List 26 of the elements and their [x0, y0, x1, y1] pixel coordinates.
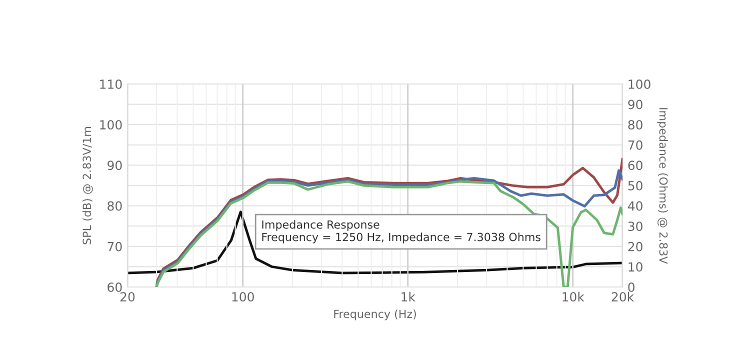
y2-tick-label: 80 — [628, 120, 642, 130]
annotation: Impedance Response Frequency = 1250 Hz, Impedance = 7.3038 Ohms — [262, 220, 540, 244]
y2-tick-label: 90 — [628, 100, 642, 110]
x-tick-label: 20k — [612, 292, 634, 302]
x-tick-label: 20 — [120, 292, 135, 302]
y-tick-label: 110 — [100, 79, 122, 89]
y-tick-label: 100 — [100, 120, 122, 130]
x-axis-title: Frequency (Hz) — [334, 310, 416, 320]
y-tick-label: 70 — [108, 242, 122, 252]
y2-tick-label: 70 — [628, 140, 642, 150]
y2-axis-title: Impedance (Ohms) @ 2.83V — [657, 108, 668, 264]
y2-tick-label: 20 — [628, 242, 642, 252]
x-tick-label: 100 — [232, 292, 254, 302]
y-tick-label: 80 — [108, 201, 122, 211]
x-tick-label: 1k — [402, 292, 416, 302]
y-tick-label: 60 — [108, 282, 122, 292]
y-axis-title: SPL (dB) @ 2.83V/1m — [82, 126, 93, 244]
y2-tick-label: 60 — [628, 160, 642, 170]
y2-tick-label: 10 — [628, 262, 642, 272]
y2-tick-label: 40 — [628, 201, 642, 211]
y2-tick-label: 0 — [628, 282, 634, 292]
y2-tick-label: 30 — [628, 222, 642, 232]
y-tick-label: 90 — [108, 160, 122, 170]
y2-tick-label: 50 — [628, 180, 642, 190]
y2-tick-label: 100 — [628, 79, 650, 89]
x-tick-label: 10k — [562, 292, 584, 302]
